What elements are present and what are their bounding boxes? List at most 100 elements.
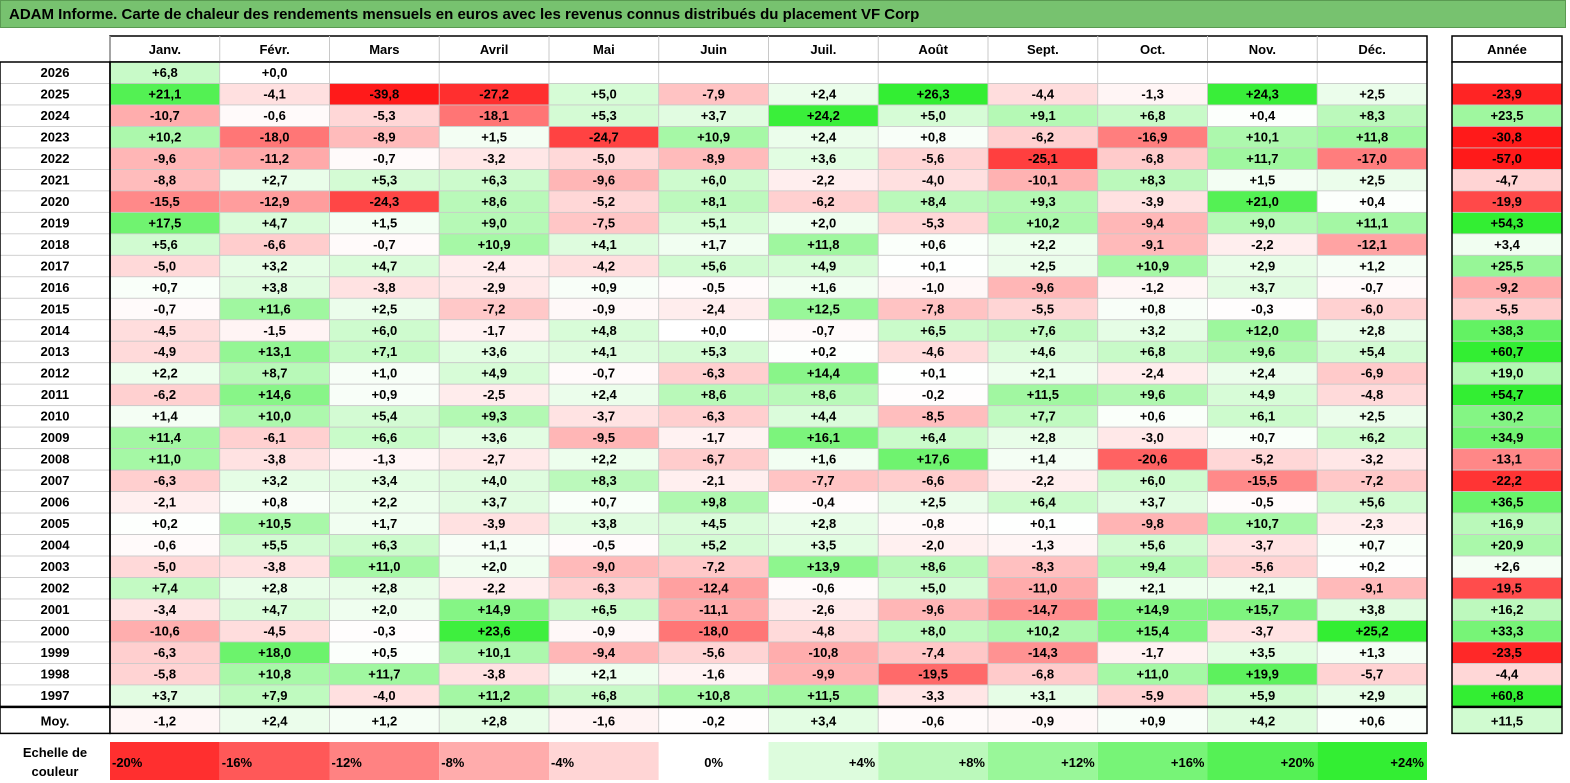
- month-value: -10,7: [150, 108, 180, 123]
- month-value: +10,9: [697, 129, 730, 144]
- month-cell: [1316, 61, 1428, 84]
- month-value: +25,2: [1356, 623, 1389, 638]
- average-value: +3,4: [811, 713, 837, 728]
- month-value: +3,5: [811, 538, 837, 553]
- month-value: +10,2: [148, 129, 181, 144]
- month-value: +10,9: [1136, 258, 1169, 273]
- month-value: -12,9: [260, 194, 290, 209]
- month-header: Déc.: [1358, 42, 1385, 57]
- month-value: -6,6: [922, 473, 944, 488]
- year-total-value: +60,7: [1491, 344, 1524, 359]
- year-total-header-box: [1451, 35, 1563, 63]
- month-value: -2,2: [812, 172, 834, 187]
- month-value: +4,1: [591, 344, 617, 359]
- month-value: +4,9: [481, 366, 507, 381]
- month-value: +11,5: [807, 688, 839, 703]
- month-value: -20,6: [1138, 452, 1168, 467]
- month-value: +2,2: [152, 366, 178, 381]
- month-value: +0,8: [262, 495, 288, 510]
- month-value: -8,8: [154, 172, 176, 187]
- month-value: -0,7: [593, 366, 615, 381]
- year-total-value: +36,5: [1491, 495, 1524, 510]
- month-value: -0,5: [1251, 495, 1273, 510]
- month-value: +3,4: [372, 473, 398, 488]
- month-value: +2,5: [372, 301, 398, 316]
- month-value: +2,8: [262, 581, 288, 596]
- month-value: +0,2: [811, 344, 837, 359]
- month-value: -0,8: [922, 516, 944, 531]
- month-value: +24,3: [1246, 86, 1279, 101]
- month-value: +2,2: [591, 452, 617, 467]
- scale-step-label: 0%: [704, 755, 723, 770]
- month-value: +1,5: [372, 215, 398, 230]
- month-value: +23,6: [478, 623, 511, 638]
- month-value: -5,0: [593, 151, 615, 166]
- month-value: +4,9: [811, 258, 837, 273]
- month-value: -0,5: [702, 280, 724, 295]
- scale-step-label: +12%: [1061, 755, 1095, 770]
- year-total-value: -23,5: [1492, 645, 1522, 660]
- month-value: +5,5: [262, 538, 288, 553]
- month-value: -12,1: [1357, 237, 1387, 252]
- month-value: +2,8: [372, 581, 398, 596]
- month-value: -2,9: [483, 280, 505, 295]
- month-value: -11,2: [260, 151, 289, 166]
- scale-swatch: [110, 742, 220, 780]
- month-value: -4,0: [922, 172, 944, 187]
- month-header: Avril: [480, 42, 508, 57]
- month-value: -14,7: [1028, 602, 1058, 617]
- month-value: +3,7: [1250, 280, 1276, 295]
- month-value: +11,7: [368, 666, 400, 681]
- year-label: 2012: [41, 366, 70, 381]
- month-value: +0,7: [1250, 430, 1276, 445]
- month-value: -3,7: [1251, 623, 1273, 638]
- scale-swatch: [1097, 742, 1208, 780]
- month-value: -5,6: [702, 645, 724, 660]
- month-value: +11,0: [368, 559, 400, 574]
- month-header: Juil.: [810, 42, 836, 57]
- month-value: +3,7: [701, 108, 727, 123]
- year-total-value: -13,1: [1492, 452, 1522, 467]
- month-value: -10,1: [1028, 172, 1058, 187]
- year-label: 2025: [41, 86, 70, 101]
- year-total-value: -22,2: [1492, 473, 1522, 488]
- month-value: +2,7: [262, 172, 288, 187]
- month-value: +5,6: [701, 258, 727, 273]
- month-value: -11,0: [1028, 581, 1057, 596]
- year-total-value: +54,3: [1491, 215, 1524, 230]
- month-header: Mai: [593, 42, 615, 57]
- scale-step-label: +16%: [1171, 755, 1205, 770]
- month-value: +2,4: [811, 86, 837, 101]
- month-value: +0,6: [1140, 409, 1166, 424]
- month-cell: [987, 61, 1099, 84]
- month-value: -9,6: [593, 172, 615, 187]
- month-value: -0,3: [373, 623, 395, 638]
- year-label: 2026: [41, 65, 70, 80]
- average-value: +4,2: [1250, 713, 1276, 728]
- average-label: Moy.: [41, 713, 70, 728]
- month-header: Janv.: [149, 42, 181, 57]
- scale-step-label: -4%: [551, 755, 575, 770]
- month-value: +1,6: [811, 452, 837, 467]
- month-value: +14,9: [478, 602, 511, 617]
- month-value: -9,4: [1141, 215, 1164, 230]
- scale-step-label: +8%: [959, 755, 986, 770]
- scale-label-line2: couleur: [32, 764, 79, 779]
- month-value: +6,0: [701, 172, 727, 187]
- month-value: -5,8: [154, 666, 176, 681]
- month-value: +8,6: [920, 559, 946, 574]
- month-value: +11,7: [1246, 151, 1278, 166]
- year-total-value: +3,4: [1494, 237, 1520, 252]
- scale-swatch: [768, 742, 879, 780]
- scale-swatch: [988, 742, 1098, 780]
- month-value: +0,9: [591, 280, 617, 295]
- month-value: +1,5: [1250, 172, 1276, 187]
- month-value: +8,3: [1359, 108, 1385, 123]
- month-value: -6,1: [263, 430, 285, 445]
- month-value: +8,6: [811, 387, 837, 402]
- month-value: +12,5: [807, 301, 840, 316]
- month-value: -4,5: [154, 323, 176, 338]
- month-value: +0,2: [1359, 559, 1385, 574]
- average-value: -1,6: [593, 713, 615, 728]
- month-value: +3,8: [591, 516, 617, 531]
